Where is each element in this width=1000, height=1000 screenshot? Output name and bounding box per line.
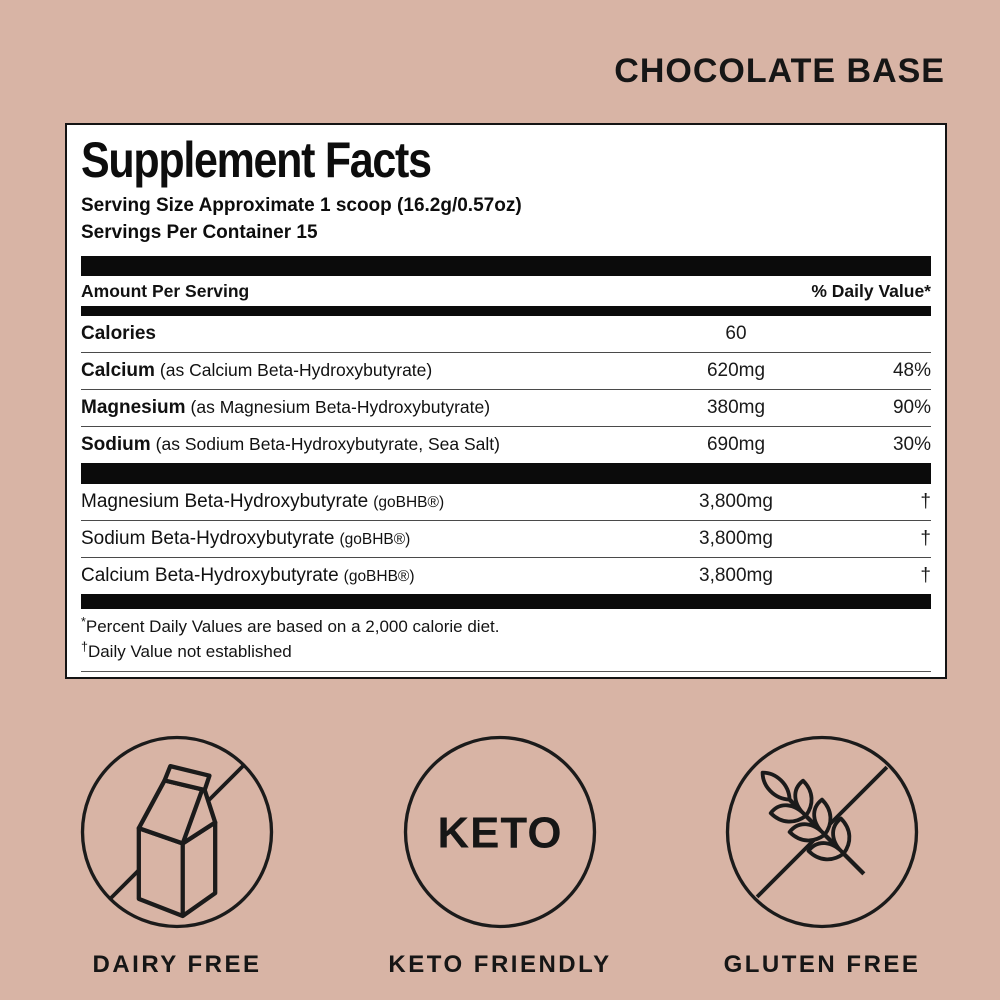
- calories-row: Calories 60: [81, 316, 931, 353]
- footnote-text: Percent Daily Values are based on a 2,00…: [85, 616, 500, 636]
- compound-name: Calcium Beta-Hydroxybutyrate: [81, 564, 339, 586]
- serving-size-text: Serving Size Approximate 1 scoop (16.2g/…: [81, 195, 522, 216]
- compound-name: Magnesium Beta-Hydroxybutyrate: [81, 490, 369, 512]
- nutrient-amount: 620mg: [706, 359, 766, 381]
- calories-label: Calories: [81, 322, 156, 344]
- nutrient-name: Magnesium: [81, 396, 186, 418]
- compound-amount: 3,800mg: [699, 490, 773, 512]
- nutrient-name: Calcium: [81, 359, 155, 381]
- badge-keto-friendly: KETO KETO FRIENDLY: [350, 727, 650, 979]
- column-amount-per-serving: Amount Per Serving: [81, 280, 250, 301]
- compound-amount: 3,800mg: [699, 564, 773, 586]
- asterisk-symbol: *: [81, 614, 86, 629]
- ingredients-line: Ingredients:Natural Flavors, Calcium Sil…: [81, 670, 931, 677]
- nutrient-dv: 90%: [892, 396, 931, 418]
- footnote-daily-value-not-established: †Daily Value not established: [81, 640, 931, 663]
- divider-bar-bottom: [81, 593, 931, 609]
- nutrient-dv: 30%: [892, 433, 931, 455]
- nutrient-row-magnesium: Magnesium (as Magnesium Beta-Hydroxybutyr…: [81, 390, 931, 427]
- compound-row-magnesium-bhb: Magnesium Beta-Hydroxybutyrate (goBHB®) 3…: [81, 484, 931, 521]
- nutrient-amount: 690mg: [706, 433, 766, 455]
- nutrient-row-calcium: Calcium (as Calcium Beta-Hydroxybutyrate)…: [81, 353, 931, 390]
- compound-dv-dagger: †: [920, 490, 931, 512]
- nutrient-detail: (as Sodium Beta-Hydroxybutyrate, Sea Sal…: [155, 433, 500, 454]
- column-header-row: Amount Per Serving % Daily Value*: [81, 276, 931, 306]
- divider-bar-middle: [81, 462, 931, 484]
- compound-detail: (goBHB®): [343, 567, 415, 585]
- nutrient-dv: 48%: [892, 359, 931, 381]
- badge-label: GLUTEN FREE: [723, 951, 921, 978]
- calories-amount: 60: [725, 322, 747, 344]
- no-dairy-icon: [80, 735, 274, 929]
- badge-gluten-free: GLUTEN FREE: [672, 727, 972, 979]
- footnote-daily-values: *Percent Daily Values are based on a 2,0…: [81, 615, 931, 638]
- compound-amount: 3,800mg: [699, 527, 773, 549]
- compound-detail: (goBHB®): [339, 530, 411, 548]
- footnotes: *Percent Daily Values are based on a 2,0…: [81, 615, 931, 664]
- nutrient-row-sodium: Sodium (as Sodium Beta-Hydroxybutyrate, S…: [81, 427, 931, 463]
- supplement-facts-title: Supplement Facts: [81, 132, 432, 188]
- dagger-symbol: †: [81, 640, 88, 655]
- nutrient-name: Sodium: [81, 433, 151, 455]
- column-daily-value: % Daily Value*: [811, 280, 931, 301]
- compound-detail: (goBHB®): [373, 493, 445, 511]
- compound-row-calcium-bhb: Calcium Beta-Hydroxybutyrate (goBHB®) 3,8…: [81, 558, 931, 594]
- nutrient-detail: (as Calcium Beta-Hydroxybutyrate): [159, 359, 433, 380]
- supplement-facts-panel: Supplement Facts Serving Size Approximat…: [65, 123, 947, 679]
- compound-row-sodium-bhb: Sodium Beta-Hydroxybutyrate (goBHB®) 3,80…: [81, 521, 931, 558]
- badge-dairy-free: DAIRY FREE: [27, 727, 327, 979]
- footnote-text: Daily Value not established: [87, 642, 292, 662]
- nutrient-amount: 380mg: [706, 396, 766, 418]
- variant-title: CHOCOLATE BASE: [614, 52, 945, 90]
- divider-bar-top: [81, 255, 931, 276]
- nutrient-detail: (as Magnesium Beta-Hydroxybutyrate): [190, 396, 491, 417]
- badge-label: KETO FRIENDLY: [388, 951, 612, 978]
- badge-label: DAIRY FREE: [92, 951, 262, 978]
- divider-bar-header: [81, 305, 931, 316]
- compound-dv-dagger: †: [920, 564, 931, 586]
- compound-name: Sodium Beta-Hydroxybutyrate: [81, 527, 335, 549]
- keto-circle-icon: KETO: [403, 735, 597, 929]
- compound-dv-dagger: †: [920, 527, 931, 549]
- servings-per-container-text: Servings Per Container 15: [81, 221, 318, 243]
- keto-word: KETO: [438, 808, 563, 857]
- no-gluten-icon: [725, 735, 919, 929]
